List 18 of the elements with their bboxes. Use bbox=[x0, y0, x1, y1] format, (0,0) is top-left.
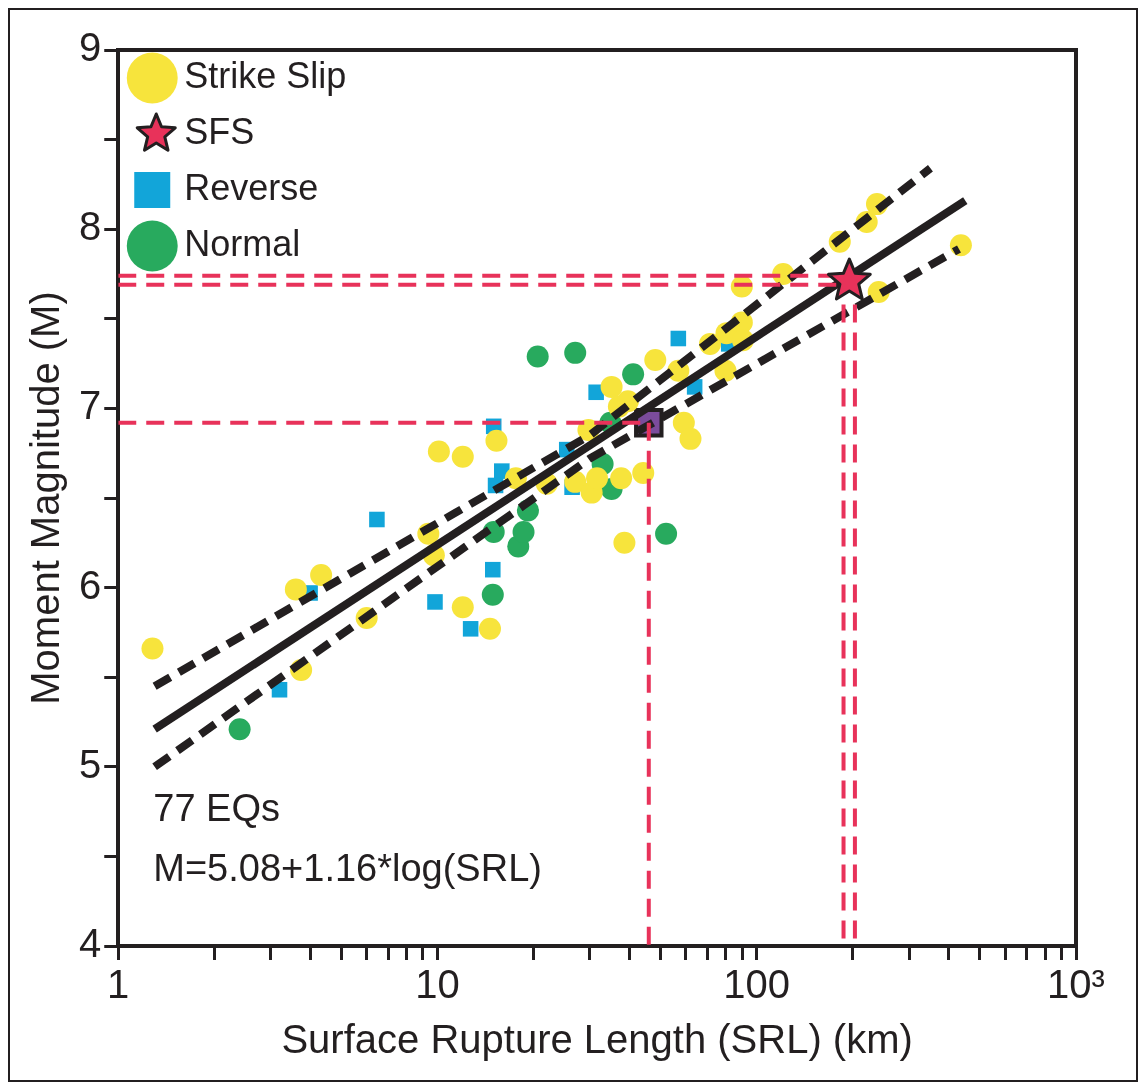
y-tick-label: 5 bbox=[79, 741, 102, 786]
x-tick-label: 100 bbox=[723, 962, 791, 1007]
y-tick-label: 6 bbox=[79, 562, 102, 607]
x-tick-label: 10 bbox=[415, 962, 460, 1007]
annotation: M=5.08+1.16*log(SRL) bbox=[153, 847, 542, 889]
x-tick-label: 1 bbox=[107, 962, 130, 1007]
x-tick-label: 10³ bbox=[1047, 962, 1105, 1007]
legend-label: Normal bbox=[184, 222, 301, 264]
legend-label: Reverse bbox=[184, 166, 319, 208]
annotation: 77 EQs bbox=[153, 787, 280, 829]
y-tick-label: 9 bbox=[79, 25, 102, 70]
y-tick-label: 8 bbox=[79, 204, 102, 249]
y-tick-label: 7 bbox=[79, 383, 102, 428]
y-axis-title: Moment Magnitude (M) bbox=[23, 291, 68, 705]
x-axis-title: Surface Rupture Length (SRL) (km) bbox=[281, 1017, 913, 1062]
legend-label: Strike Slip bbox=[184, 54, 347, 96]
legend-label: SFS bbox=[184, 110, 255, 152]
y-tick-label: 4 bbox=[79, 921, 102, 966]
